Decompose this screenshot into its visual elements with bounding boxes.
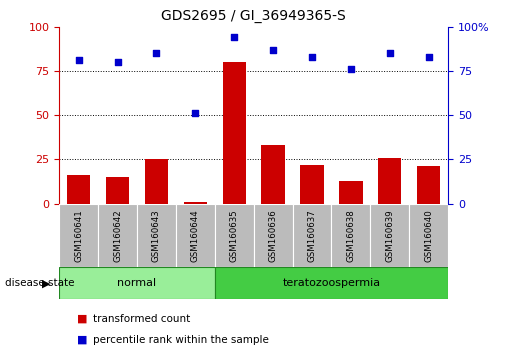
Point [269,47,277,52]
Bar [378,158,401,204]
Bar [253,204,293,267]
Text: GSM160635: GSM160635 [230,209,238,262]
Text: ■: ■ [77,314,88,324]
Text: ■: ■ [77,335,88,345]
Text: GSM160644: GSM160644 [191,209,200,262]
Bar [215,267,448,299]
Bar [59,267,215,299]
Point [308,54,316,59]
Bar [67,175,90,204]
Text: normal: normal [117,278,157,288]
Bar [106,177,129,204]
Text: teratozoospermia: teratozoospermia [282,278,381,288]
Text: GSM160639: GSM160639 [385,209,394,262]
Point [75,57,83,63]
Text: GSM160640: GSM160640 [424,209,433,262]
Bar [176,204,215,267]
Text: percentile rank within the sample: percentile rank within the sample [93,335,269,345]
Text: disease state: disease state [5,278,75,288]
Bar [137,204,176,267]
Bar [184,202,207,204]
Point [113,59,122,65]
Point [191,110,199,116]
Bar [222,62,246,204]
Bar [409,204,448,267]
Text: ▶: ▶ [42,278,50,288]
Bar [417,166,440,204]
Text: GSM160637: GSM160637 [307,209,316,262]
Bar [215,204,253,267]
Text: transformed count: transformed count [93,314,190,324]
Point [230,34,238,40]
Bar [293,204,332,267]
Point [424,54,433,59]
Bar [59,204,98,267]
Title: GDS2695 / GI_36949365-S: GDS2695 / GI_36949365-S [161,9,346,23]
Text: GSM160643: GSM160643 [152,209,161,262]
Text: GSM160642: GSM160642 [113,209,122,262]
Point [347,66,355,72]
Bar [339,181,363,204]
Bar [332,204,370,267]
Bar [145,159,168,204]
Text: GSM160641: GSM160641 [74,209,83,262]
Bar [262,145,285,204]
Bar [370,204,409,267]
Text: GSM160636: GSM160636 [269,209,278,262]
Bar [98,204,137,267]
Bar [300,165,323,204]
Point [152,50,161,56]
Text: GSM160638: GSM160638 [347,209,355,262]
Point [386,50,394,56]
